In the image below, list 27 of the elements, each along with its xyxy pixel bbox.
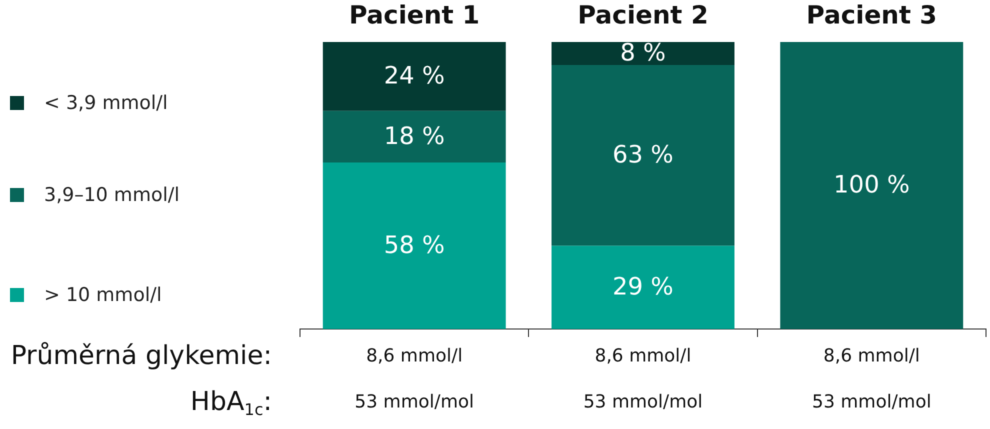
bar — [552, 42, 734, 65]
data-label: 8 % — [620, 38, 666, 67]
bar — [322, 110, 506, 163]
data-label: 24 % — [384, 62, 445, 90]
legend-label: > 10 mmol/l — [44, 284, 162, 306]
text: 8,6 mmol/l — [823, 346, 920, 367]
data-label: 29 % — [612, 272, 674, 301]
text: 8,6 mmol/l — [366, 346, 463, 367]
text: 8,6 mmol/l — [594, 346, 692, 367]
text: 53 mmol/mol — [583, 392, 703, 413]
data-label: 18 % — [384, 122, 445, 150]
data-label: 58 % — [384, 231, 445, 260]
bar — [322, 42, 506, 111]
bar — [322, 162, 506, 329]
legend-label: 3,9–10 mmol/l — [44, 184, 180, 206]
text: 53 mmol/mol — [354, 392, 474, 413]
x-tick-label: Pacient 2 — [578, 0, 708, 30]
x-tick-label: Pacient 3 — [806, 0, 938, 30]
x-tick-label: Pacient 1 — [348, 0, 480, 30]
bar — [552, 246, 734, 329]
bar — [780, 42, 964, 329]
text: Průměrná glykemie: — [10, 340, 272, 371]
data-label: 100 % — [834, 170, 910, 199]
text: 53 mmol/mol — [812, 392, 932, 413]
bar — [552, 64, 734, 246]
legend-label: < 3,9 mmol/l — [44, 92, 168, 114]
data-label: 63 % — [612, 140, 674, 169]
